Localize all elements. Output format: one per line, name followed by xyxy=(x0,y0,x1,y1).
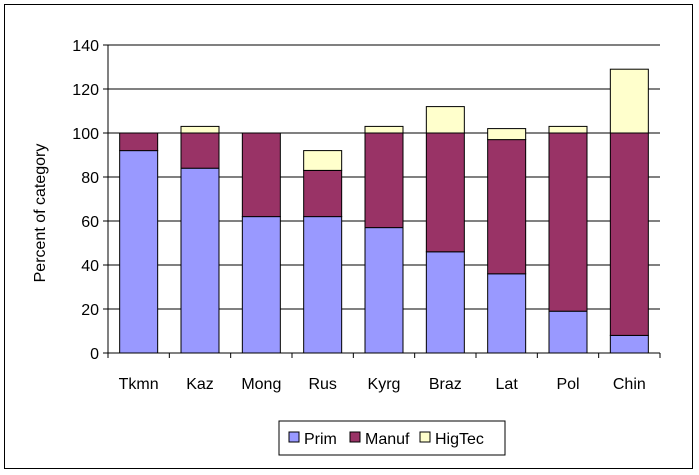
bar-segment-prim-lat xyxy=(487,273,527,354)
bar-segment-prim-braz xyxy=(425,251,465,354)
legend-label-prim: Prim xyxy=(304,431,337,448)
bar-segment-higtec-pol xyxy=(548,125,588,134)
y-tick-label: 0 xyxy=(90,346,99,363)
bar-segment-manuf-kaz xyxy=(180,132,220,169)
bar-segment-manuf-braz xyxy=(425,132,465,253)
y-tick-label: 20 xyxy=(81,302,99,319)
y-tick-label: 80 xyxy=(81,170,99,187)
bar-segment-higtec-kaz xyxy=(180,125,220,134)
legend-swatch-prim xyxy=(288,431,300,443)
x-tick-label: Rus xyxy=(308,376,336,393)
x-tick-label: Chin xyxy=(613,376,646,393)
y-axis-title: Percent of category xyxy=(32,144,49,283)
bar-segment-prim-mong xyxy=(241,216,281,354)
y-tick-label: 120 xyxy=(72,82,99,99)
x-tick-labels: Tkmn Kaz Mong Rus Kyrg Braz Lat Pol Chin xyxy=(119,376,646,393)
bar-segment-manuf-kyrg xyxy=(364,132,404,229)
y-tick-label: 100 xyxy=(72,126,99,143)
bar-segment-manuf-lat xyxy=(487,139,527,275)
bar-segment-prim-chin xyxy=(609,334,649,354)
bar-segment-manuf-mong xyxy=(241,132,281,218)
stacked-bar-chart: 0 20 40 60 80 100 120 140 Tkmn Kaz Mong Rus Kyrg Bra… xyxy=(32,38,661,456)
legend: Prim Manuf HigTec xyxy=(278,420,506,456)
y-tick-labels: 0 20 40 60 80 100 120 140 xyxy=(72,38,99,363)
bar-segment-prim-rus xyxy=(303,216,343,354)
bar-segment-prim-kyrg xyxy=(364,227,404,354)
x-tick-label: Pol xyxy=(556,376,579,393)
x-tick-label: Braz xyxy=(429,376,462,393)
bar-segment-prim-tkmn xyxy=(119,150,159,354)
legend-box xyxy=(278,420,506,456)
chart-frame: 0 20 40 60 80 100 120 140 Tkmn Kaz Mong Rus Kyrg Bra… xyxy=(4,4,693,469)
x-tick-label: Tkmn xyxy=(119,376,159,393)
bar-segment-higtec-braz xyxy=(425,106,465,134)
legend-swatch-manuf xyxy=(349,431,361,443)
bar-segment-higtec-chin xyxy=(609,68,649,134)
axes xyxy=(103,44,661,358)
bar-segment-manuf-pol xyxy=(548,132,588,312)
x-tick-label: Kaz xyxy=(186,376,214,393)
x-tick-label: Lat xyxy=(496,376,519,393)
bar-segment-prim-pol xyxy=(548,310,588,354)
bars xyxy=(119,68,649,354)
bar-segment-manuf-rus xyxy=(303,169,343,218)
y-tick-label: 40 xyxy=(81,258,99,275)
legend-swatch-higtec xyxy=(419,431,431,443)
y-tick-label: 140 xyxy=(72,38,99,55)
bar-segment-manuf-tkmn xyxy=(119,132,159,152)
legend-label-manuf: Manuf xyxy=(365,431,410,448)
y-tick-label: 60 xyxy=(81,214,99,231)
legend-label-higtec: HigTec xyxy=(435,431,484,448)
x-tick-label: Kyrg xyxy=(368,376,401,393)
bar-segment-manuf-chin xyxy=(609,132,649,336)
bar-segment-higtec-rus xyxy=(303,150,343,171)
bar-segment-higtec-kyrg xyxy=(364,125,404,134)
x-tick-label: Mong xyxy=(241,376,281,393)
bar-segment-higtec-lat xyxy=(487,128,527,141)
bar-segment-prim-kaz xyxy=(180,167,220,354)
